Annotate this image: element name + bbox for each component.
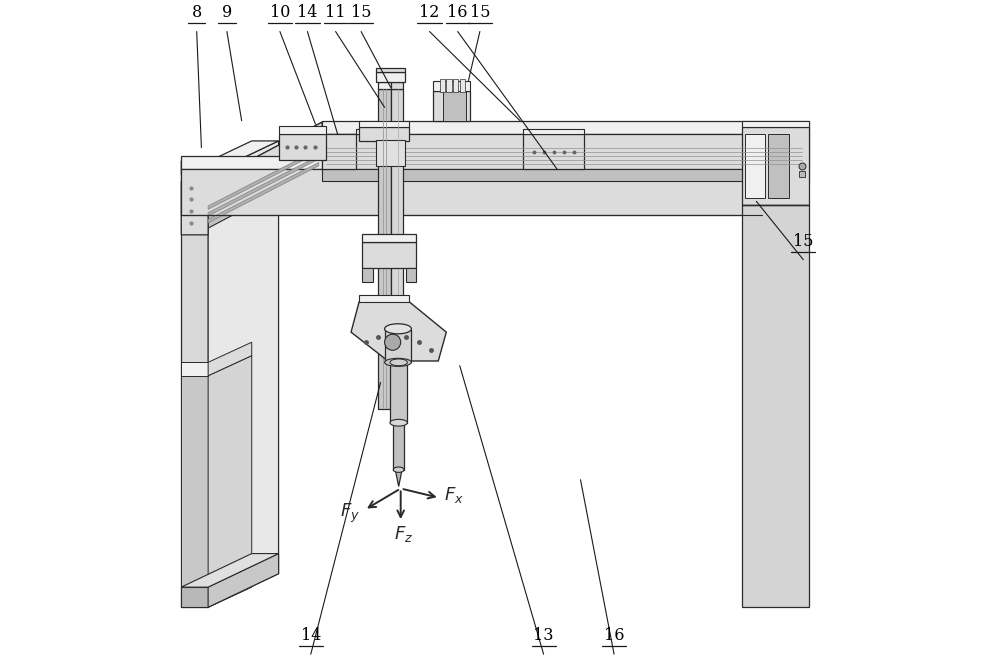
Ellipse shape bbox=[385, 324, 411, 334]
Polygon shape bbox=[181, 156, 762, 169]
Polygon shape bbox=[385, 329, 411, 362]
Polygon shape bbox=[376, 140, 405, 166]
Polygon shape bbox=[322, 134, 356, 169]
Polygon shape bbox=[768, 134, 789, 198]
Polygon shape bbox=[433, 81, 470, 91]
Polygon shape bbox=[208, 156, 319, 216]
Polygon shape bbox=[742, 127, 809, 205]
Polygon shape bbox=[378, 82, 391, 89]
Polygon shape bbox=[745, 134, 765, 198]
Polygon shape bbox=[208, 122, 322, 215]
Polygon shape bbox=[208, 122, 322, 195]
Polygon shape bbox=[208, 154, 322, 228]
Polygon shape bbox=[390, 362, 407, 423]
Text: 8: 8 bbox=[192, 5, 202, 21]
Polygon shape bbox=[443, 91, 466, 121]
Polygon shape bbox=[359, 127, 409, 141]
Polygon shape bbox=[406, 268, 416, 282]
Polygon shape bbox=[208, 342, 252, 376]
Polygon shape bbox=[181, 141, 279, 174]
Text: 16: 16 bbox=[604, 627, 624, 644]
Polygon shape bbox=[393, 423, 404, 470]
Polygon shape bbox=[181, 169, 762, 215]
Text: 11: 11 bbox=[325, 5, 346, 21]
Polygon shape bbox=[181, 181, 208, 235]
Polygon shape bbox=[391, 82, 403, 89]
Polygon shape bbox=[453, 79, 458, 92]
Text: 15: 15 bbox=[793, 233, 814, 250]
Polygon shape bbox=[460, 79, 465, 92]
Polygon shape bbox=[362, 268, 373, 282]
Polygon shape bbox=[376, 72, 405, 82]
Polygon shape bbox=[742, 205, 809, 607]
Polygon shape bbox=[208, 162, 319, 223]
Polygon shape bbox=[208, 149, 319, 209]
Polygon shape bbox=[181, 587, 208, 607]
Polygon shape bbox=[376, 68, 405, 72]
Polygon shape bbox=[351, 302, 446, 361]
Polygon shape bbox=[208, 554, 279, 607]
Polygon shape bbox=[446, 79, 452, 92]
Polygon shape bbox=[523, 134, 584, 169]
Text: 15: 15 bbox=[351, 5, 371, 21]
Text: 16: 16 bbox=[447, 5, 468, 21]
Polygon shape bbox=[181, 376, 208, 607]
Text: 10: 10 bbox=[270, 5, 290, 21]
Text: 13: 13 bbox=[533, 627, 554, 644]
Polygon shape bbox=[322, 134, 809, 169]
Polygon shape bbox=[378, 89, 391, 409]
Polygon shape bbox=[362, 242, 416, 268]
Polygon shape bbox=[395, 470, 402, 486]
Text: 12: 12 bbox=[419, 5, 440, 21]
Polygon shape bbox=[181, 362, 208, 376]
Text: 15: 15 bbox=[470, 5, 490, 21]
Text: 14: 14 bbox=[297, 5, 318, 21]
Ellipse shape bbox=[390, 419, 407, 426]
Polygon shape bbox=[356, 129, 373, 134]
Polygon shape bbox=[362, 234, 416, 242]
Polygon shape bbox=[359, 121, 409, 127]
Polygon shape bbox=[322, 169, 809, 181]
Circle shape bbox=[385, 334, 401, 350]
Polygon shape bbox=[181, 174, 208, 607]
Polygon shape bbox=[208, 141, 279, 607]
Polygon shape bbox=[440, 79, 445, 92]
Polygon shape bbox=[391, 89, 403, 409]
Polygon shape bbox=[742, 121, 809, 127]
Text: 9: 9 bbox=[222, 5, 232, 21]
Text: $F_z$: $F_z$ bbox=[394, 524, 413, 544]
Polygon shape bbox=[322, 121, 809, 134]
Polygon shape bbox=[359, 295, 409, 302]
Polygon shape bbox=[523, 129, 584, 134]
Text: 14: 14 bbox=[301, 627, 321, 644]
Ellipse shape bbox=[385, 358, 411, 366]
Text: $F_x$: $F_x$ bbox=[444, 484, 464, 505]
Polygon shape bbox=[181, 554, 279, 587]
Polygon shape bbox=[279, 126, 326, 134]
Polygon shape bbox=[279, 134, 326, 160]
Polygon shape bbox=[433, 91, 470, 121]
Polygon shape bbox=[208, 356, 252, 607]
Polygon shape bbox=[181, 122, 322, 174]
Ellipse shape bbox=[390, 359, 407, 366]
Text: $F_y$: $F_y$ bbox=[340, 502, 360, 525]
Ellipse shape bbox=[393, 467, 404, 472]
